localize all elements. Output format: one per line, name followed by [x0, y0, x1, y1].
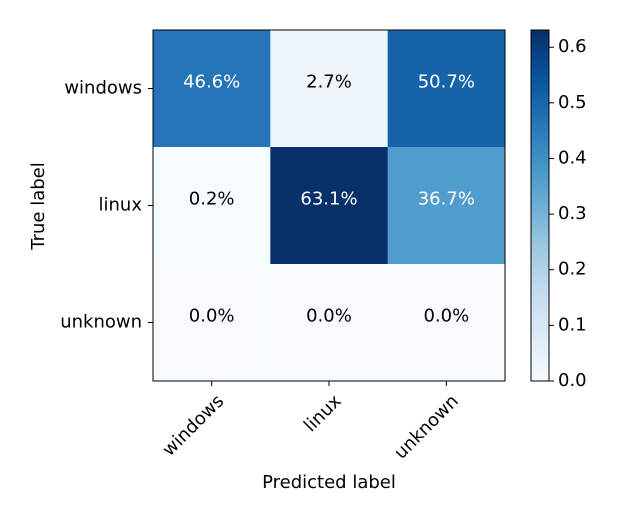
- x-axis-label: Predicted label: [262, 472, 396, 493]
- cell-value-label: 50.7%: [418, 72, 475, 93]
- colorbar-gradient: [530, 29, 550, 382]
- cell-value-label: 0.0%: [306, 306, 352, 327]
- x-tick-label: linux: [300, 390, 346, 436]
- heatmap-cell: [270, 30, 389, 148]
- y-tick-label: windows: [64, 78, 142, 99]
- cell-value-label: 2.7%: [306, 72, 352, 93]
- colorbar-tick-label: 0.1: [558, 314, 587, 335]
- heatmap-cell: [153, 30, 271, 148]
- colorbar: 0.0 0.1 0.2 0.3 0.4 0.5 0.6: [530, 29, 587, 391]
- colorbar-tick-label: 0.6: [558, 36, 587, 57]
- colorbar-tick-label: 0.2: [558, 259, 587, 280]
- x-axis: windows linux unknown: [158, 381, 463, 464]
- cell-value-label: 36.7%: [418, 189, 475, 210]
- heatmap-cell-labels: 46.6% 2.7% 50.7% 0.2% 63.1% 36.7% 0.0% 0.0% 0.0%: [183, 72, 475, 327]
- y-axis-label: True label: [28, 162, 49, 251]
- cell-value-label: 0.0%: [189, 306, 235, 327]
- colorbar-tick-label: 0.5: [558, 92, 587, 113]
- heatmap-cells: [153, 30, 506, 382]
- colorbar-tick-label: 0.3: [558, 203, 587, 224]
- y-tick-label: unknown: [60, 312, 142, 333]
- cell-value-label: 46.6%: [183, 72, 240, 93]
- heatmap-cell: [270, 264, 389, 382]
- y-tick-label: linux: [99, 195, 143, 216]
- heatmap-cell: [270, 147, 389, 265]
- heatmap-cell: [153, 147, 271, 265]
- heatmap-cell: [153, 264, 271, 382]
- cell-value-label: 0.0%: [423, 306, 469, 327]
- x-tick-label: windows: [158, 391, 228, 461]
- cell-value-label: 0.2%: [189, 189, 235, 210]
- cell-value-label: 63.1%: [300, 189, 357, 210]
- heatmap-cell: [387, 264, 506, 382]
- colorbar-tick-label: 0.4: [558, 147, 587, 168]
- heatmap-cell: [387, 147, 506, 265]
- y-axis: windows linux unknown: [60, 78, 153, 333]
- heatmap-cell: [387, 30, 506, 148]
- colorbar-ticks: 0.0 0.1 0.2 0.3 0.4 0.5 0.6: [549, 36, 587, 391]
- x-tick-label: unknown: [390, 391, 463, 464]
- colorbar-tick-label: 0.0: [558, 370, 587, 391]
